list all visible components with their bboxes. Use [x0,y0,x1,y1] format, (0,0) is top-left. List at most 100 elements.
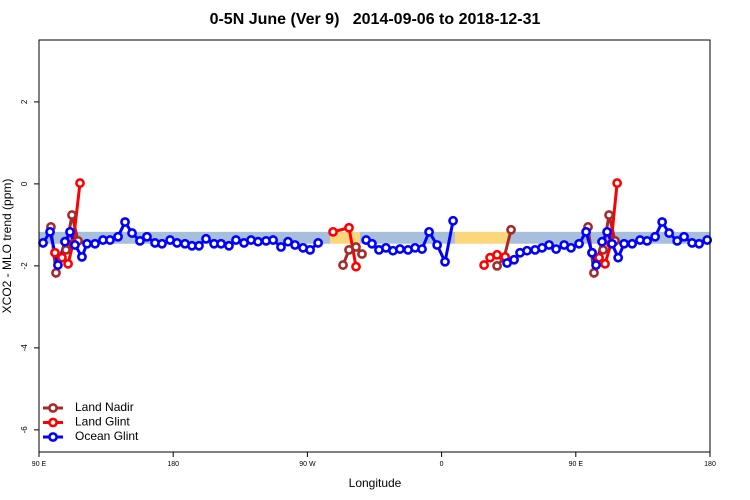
point [694,238,705,249]
point [424,226,434,237]
y-tick-label: -2 [20,262,29,270]
point [338,260,348,270]
point [479,260,489,270]
point [135,235,145,246]
point [506,224,516,235]
point [598,244,608,255]
point [597,236,607,247]
point [591,260,601,270]
x-tick-label: 90 W [299,461,316,468]
x-tick-label: 90 E [32,461,47,468]
point [82,238,92,249]
point [522,245,532,256]
point [351,261,361,272]
point [357,249,367,259]
legend-marker [48,432,58,442]
y-tick-label: -4 [20,344,29,352]
point [672,235,683,246]
point [53,260,63,270]
point [50,247,60,258]
point [600,258,610,269]
point [566,242,576,253]
point [113,231,123,242]
legend-label: Ocean Glint [75,429,139,443]
x-axis-label: Longitude [349,476,402,490]
band [330,231,361,244]
point [142,231,152,242]
point [417,244,427,254]
point [305,244,315,255]
point [627,238,638,249]
x-tick-label: 0 [440,461,444,468]
point [448,215,458,226]
plot-frame [38,39,711,453]
point [607,238,617,249]
legend-marker [48,403,58,413]
point [90,238,100,249]
point [75,178,85,188]
y-tick-label: -6 [20,426,29,434]
point [276,242,286,252]
point [290,240,300,250]
point [367,238,377,249]
point [105,235,115,245]
point [328,226,338,237]
point [216,238,226,249]
point [172,238,182,248]
x-tick-label: 180 [704,461,716,468]
point [65,226,75,237]
y-axis-label: XCO2 - MLO trend (ppm) [0,179,14,314]
chart-title: 0-5N June (Ver 9) 2014-09-06 to 2018-12-… [210,11,541,28]
point [642,235,652,246]
point [602,226,613,237]
point [194,240,204,251]
point [61,244,71,255]
point [589,267,599,278]
point [224,240,234,251]
point [440,256,450,267]
point [509,254,519,265]
point [432,240,443,250]
point [581,226,591,237]
band [455,231,511,244]
legend-label: Land Glint [75,415,130,429]
band [39,231,331,244]
point [231,235,241,245]
point [664,228,675,238]
y-tick-label: 2 [20,99,29,104]
x-tick-label: 180 [167,461,179,468]
point [604,210,614,220]
point [492,249,502,260]
point [120,217,130,227]
point [619,238,630,249]
point [51,267,61,278]
point [574,238,584,249]
point [679,231,689,242]
point [492,260,502,271]
point [45,226,55,237]
point [57,252,67,263]
point [253,236,263,247]
point [613,252,624,263]
point [70,240,80,250]
series-line [49,214,617,279]
point [551,244,562,254]
point [63,258,73,269]
point [77,251,87,262]
point [702,235,713,245]
point [587,247,597,258]
legend-label: Land Nadir [75,400,134,414]
y-tick-label: 0 [20,181,29,186]
point [351,242,361,252]
point [60,236,70,247]
point [544,240,555,250]
point [157,238,167,249]
point [67,210,77,220]
point [38,238,48,248]
legend-marker [48,417,58,428]
point [612,178,623,188]
point [201,233,211,244]
point [268,235,279,245]
point [127,228,137,238]
